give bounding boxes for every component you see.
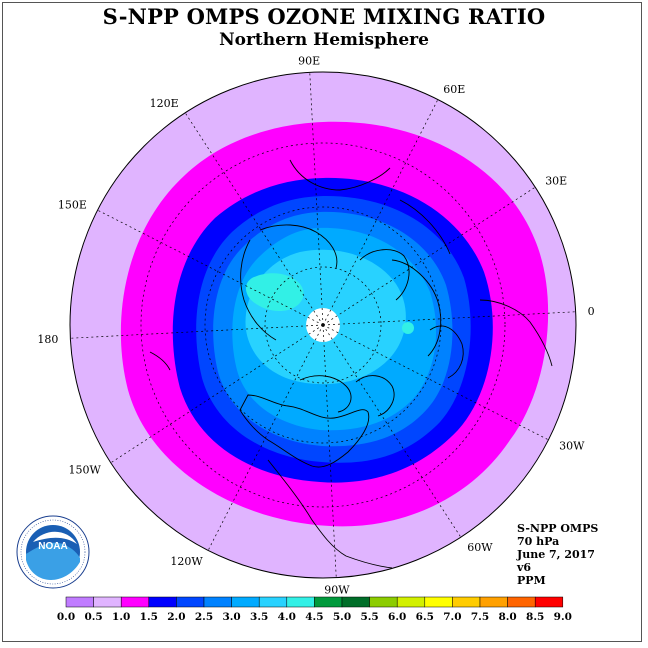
info-line-1: S-NPP OMPS xyxy=(517,522,599,535)
colorbar-label-7.0: 7.0 xyxy=(443,611,461,623)
meridian-90w xyxy=(322,324,337,578)
noaa-logo-text: NOAA xyxy=(38,541,67,552)
colorbar-swatch-1.0 xyxy=(120,596,150,608)
colorbar-label-9.0: 9.0 xyxy=(554,611,572,623)
colorbar-label-6.5: 6.5 xyxy=(416,611,434,623)
colorbar-label-5.0: 5.0 xyxy=(333,611,351,623)
colorbar-swatch-4.5 xyxy=(314,596,343,608)
map-boundary xyxy=(69,71,577,579)
colorbar-labels: 0.0 0.5 1.0 1.5 2.0 2.5 3.0 3.5 4.0 4.5 5.0 5.5 6.0 6… xyxy=(57,611,572,623)
meridian-120w xyxy=(207,324,324,551)
longitude-label-120w: 120W xyxy=(170,555,203,568)
meridian-90e xyxy=(309,72,324,326)
noaa-logo: NOAA xyxy=(16,515,90,589)
colorbar-swatch-6.0 xyxy=(396,596,426,608)
meridian-30e xyxy=(322,186,536,326)
colorbar-label-2.5: 2.5 xyxy=(195,611,213,623)
colorbar-swatch-3.5 xyxy=(258,596,288,608)
colorbar-swatch-2.0 xyxy=(176,596,205,608)
meridian-30w xyxy=(322,324,549,441)
map-disk xyxy=(70,72,576,578)
graticule xyxy=(140,142,506,508)
colorbar-label-1.0: 1.0 xyxy=(112,611,130,623)
info-line-3: June 7, 2017 xyxy=(517,548,595,561)
info-line-2: 70 hPa xyxy=(517,535,560,548)
colorbar-label-8.0: 8.0 xyxy=(498,611,516,623)
meridian-180 xyxy=(70,324,324,339)
colorbar-swatch-4.0 xyxy=(286,596,315,608)
coastlines xyxy=(149,159,553,569)
colorbar-swatch-8.0 xyxy=(507,596,536,608)
figure-frame xyxy=(2,2,642,642)
colorbar-swatch-0.5 xyxy=(93,596,122,608)
colorbar-label-3.5: 3.5 xyxy=(250,611,268,623)
colorbar-swatch-8.5 xyxy=(534,596,564,608)
meridian-150w xyxy=(110,324,324,464)
longitude-label-90w: 90W xyxy=(324,584,350,597)
colorbar-label-0.5: 0.5 xyxy=(84,611,102,623)
colorbar-swatch-1.5 xyxy=(148,596,177,608)
colorbar-label-6.0: 6.0 xyxy=(388,611,406,623)
colorbar-label-5.5: 5.5 xyxy=(360,611,378,623)
colorbar-label-8.5: 8.5 xyxy=(526,611,544,623)
colorbar-swatch-7.0 xyxy=(452,596,481,608)
meridians xyxy=(70,72,576,578)
map-subtitle: Northern Hemisphere xyxy=(219,30,429,50)
colorbar-swatch-6.5 xyxy=(424,596,453,608)
info-line-5: PPM xyxy=(517,574,546,587)
colorbar-swatch-2.5 xyxy=(203,596,232,608)
map-title: S-NPP OMPS OZONE MIXING RATIO xyxy=(102,4,546,29)
longitude-label-60e: 60E xyxy=(443,83,465,96)
colorbar-label-0.0: 0.0 xyxy=(57,611,75,623)
meridian-60w xyxy=(322,324,462,538)
colorbar-swatch-5.0 xyxy=(341,596,370,608)
longitude-label-120e: 120E xyxy=(150,97,179,110)
colorbar-swatch-5.5 xyxy=(369,596,398,608)
colorbar-label-3.0: 3.0 xyxy=(222,611,240,623)
colorbar-label-7.5: 7.5 xyxy=(471,611,489,623)
longitude-label-90e: 90E xyxy=(298,54,320,67)
contour-band-4.0-east xyxy=(402,322,414,334)
longitude-label-30e: 30E xyxy=(545,175,567,188)
meridian-120e xyxy=(184,112,324,326)
colorbar-swatch-0.0 xyxy=(65,596,94,608)
info-line-4: v6 xyxy=(517,561,532,574)
colorbar-label-4.5: 4.5 xyxy=(305,611,323,623)
colorbar-swatches xyxy=(65,596,564,608)
longitude-label-0: 0 xyxy=(588,305,595,318)
contour-band-4.0 xyxy=(245,273,304,312)
colorbar-label-2.0: 2.0 xyxy=(167,611,185,623)
longitude-label-180: 180 xyxy=(37,333,58,346)
longitude-label-60w: 60W xyxy=(467,541,493,554)
info-block: S-NPP OMPS 70 hPa June 7, 2017 v6 PPM xyxy=(517,522,598,587)
colorbar-label-4.0: 4.0 xyxy=(278,611,296,623)
meridian-0 xyxy=(322,311,576,326)
colorbar-label-1.5: 1.5 xyxy=(140,611,158,623)
longitude-label-150e: 150E xyxy=(58,199,87,212)
longitude-label-150w: 150W xyxy=(68,463,101,476)
colorbar-swatch-7.5 xyxy=(479,596,508,608)
longitude-labels: 90E 60E 30E 0 30W 60W 90W 120W 150W 180 150E 120E xyxy=(37,54,594,596)
meridian-150e xyxy=(97,209,324,326)
longitude-label-30w: 30W xyxy=(559,439,585,452)
colorbar-swatch-3.0 xyxy=(231,596,260,608)
meridian-60e xyxy=(322,99,439,326)
